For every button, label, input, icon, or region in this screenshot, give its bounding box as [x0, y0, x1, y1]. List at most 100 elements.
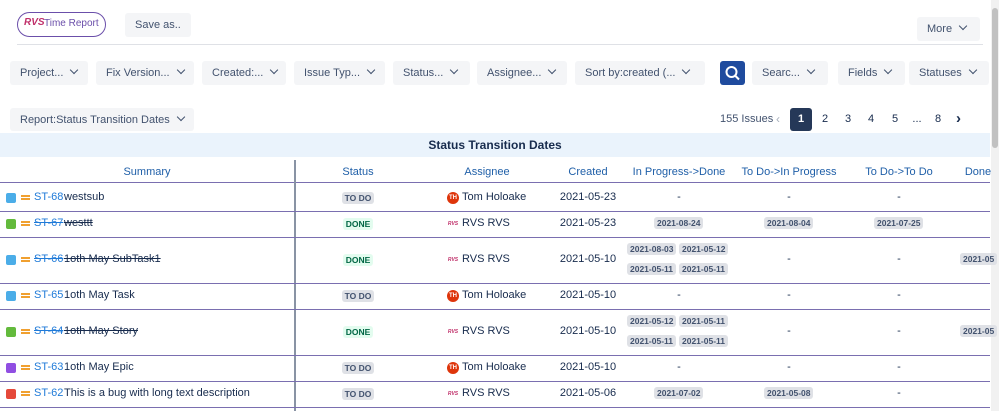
app-title: Time Report [44, 18, 99, 29]
status: TO DO [341, 192, 375, 204]
page-button[interactable]: 8 [934, 113, 942, 125]
issue-key[interactable]: ST-62 [34, 387, 64, 399]
empty-cell: - [897, 361, 901, 373]
empty-cell: - [897, 191, 901, 203]
issue-icon [6, 219, 16, 229]
save-button[interactable]: Save as.. [125, 13, 191, 37]
search-icon [725, 66, 740, 81]
page-button[interactable]: 3 [844, 113, 852, 125]
status: TO DO [341, 362, 375, 374]
column-header[interactable]: To Do->To Do [865, 166, 933, 178]
row-line [0, 381, 990, 382]
status: TO DO [341, 388, 375, 400]
column-header[interactable]: Assignee [464, 166, 510, 178]
filter-button[interactable]: Project... [10, 61, 88, 85]
scroll-thumb[interactable] [992, 8, 998, 148]
column-header[interactable]: Summary [123, 166, 171, 178]
filter-label: Searc... [762, 67, 800, 79]
issue-icon [6, 327, 16, 337]
priority-icon [21, 257, 30, 262]
date-chip: 2021-05-11 [679, 263, 729, 275]
divider [17, 44, 983, 45]
row-line [0, 407, 990, 408]
issue-icon [6, 291, 16, 301]
priority-icon [21, 221, 30, 226]
row-line [0, 309, 990, 310]
column-header[interactable]: Created [568, 166, 608, 178]
avatar: TH [447, 362, 459, 374]
page-button[interactable]: 1 [790, 108, 812, 131]
more-button[interactable]: More [917, 17, 980, 41]
status: TO DO [341, 290, 375, 302]
created: 2021-05-10 [559, 289, 617, 301]
app-button[interactable]: RVS Time Report [17, 12, 106, 37]
issue-icon [6, 389, 16, 399]
priority-icon [21, 293, 30, 298]
empty-cell: - [787, 191, 791, 203]
empty-cell: - [897, 387, 901, 399]
created: 2021-05-23 [559, 191, 617, 203]
issue-key[interactable]: ST-67 [34, 217, 64, 229]
assignee: Tom Holoake [462, 289, 527, 301]
prev-page[interactable]: ‹ [776, 112, 780, 126]
empty-cell: - [897, 289, 901, 301]
filter-button[interactable]: Created:... [202, 61, 286, 85]
filter-button[interactable]: Assignee... [477, 61, 567, 85]
created: 2021-05-10 [559, 325, 617, 337]
issue-key[interactable]: ST-68 [34, 191, 64, 203]
issue-summary: westsub [64, 191, 105, 203]
status: DONE [342, 326, 374, 338]
filter-button[interactable]: Status... [393, 61, 470, 85]
page-button[interactable]: ... [912, 113, 922, 125]
empty-cell: - [787, 253, 791, 265]
scrollbar[interactable] [991, 0, 999, 411]
issue-summary: This is a bug with long text description [64, 387, 250, 399]
row-line [0, 283, 990, 284]
filter-button[interactable]: Searc... [752, 61, 828, 85]
filter-button[interactable]: Fields [838, 61, 905, 85]
status-lozenge: TO DO [328, 192, 388, 204]
status-lozenge: DONE [328, 218, 388, 230]
empty-cell: - [787, 361, 791, 373]
empty-cell: - [897, 325, 901, 337]
date-chip: 2021-07-02 [654, 387, 704, 399]
filter-button[interactable]: Fix Version... [96, 61, 194, 85]
filter-label: Project... [20, 67, 64, 79]
report-label: Report:Status Transition Dates [20, 114, 170, 126]
page-button[interactable]: 5 [891, 113, 899, 125]
priority-icon [21, 195, 30, 200]
column-header[interactable]: Done [964, 166, 992, 178]
date-chip: 2021-08-03 [627, 243, 677, 255]
status-lozenge: DONE [328, 326, 388, 338]
avatar: RVS [447, 257, 459, 263]
page-button[interactable]: 2 [821, 113, 829, 125]
issue-key[interactable]: ST-65 [34, 289, 64, 301]
created: 2021-05-10 [559, 361, 617, 373]
issue-summary: 1oth May Story [64, 325, 138, 337]
filter-button[interactable]: Statuses [909, 61, 989, 85]
status-lozenge: TO DO [328, 290, 388, 302]
status-lozenge: TO DO [328, 388, 388, 400]
column-header[interactable]: To Do->In Progress [741, 166, 837, 178]
avatar: RVS [447, 329, 459, 335]
filter-button[interactable]: Sort by:created (... [575, 61, 705, 85]
filter-label: Statuses [919, 67, 962, 79]
issue-summary: 1oth May SubTask1 [64, 253, 161, 265]
issue-summary: 1oth May Task [64, 289, 135, 301]
column-header[interactable]: Status [342, 166, 374, 178]
issue-key[interactable]: ST-66 [34, 253, 64, 265]
issue-key[interactable]: ST-64 [34, 325, 64, 337]
avatar: RVS [447, 391, 459, 397]
page-button[interactable]: 4 [867, 113, 875, 125]
date-chip: 2021-05 [960, 253, 998, 265]
search-button[interactable] [720, 61, 745, 85]
filter-button[interactable]: Issue Typ... [294, 61, 385, 85]
date-chip: 2021-05-12 [679, 243, 729, 255]
date-chip: 2021-05-11 [627, 263, 677, 275]
column-header[interactable]: In Progress->Done [632, 166, 726, 178]
next-page[interactable]: › [956, 110, 961, 127]
empty-cell: - [677, 361, 681, 373]
report-select[interactable]: Report:Status Transition Dates [10, 108, 194, 131]
issue-key[interactable]: ST-63 [34, 361, 64, 373]
